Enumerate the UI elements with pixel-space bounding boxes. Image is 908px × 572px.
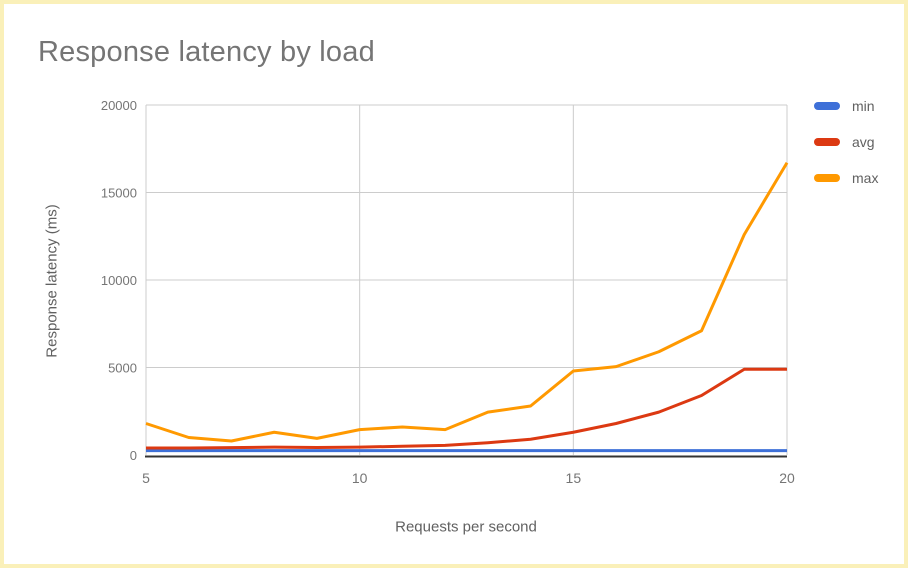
x-axis-title: Requests per second: [395, 519, 537, 536]
series-line-avg: [146, 369, 787, 448]
line-chart-plot: 0 5000 10000 15000 20000 5 10 15 20: [4, 4, 908, 572]
y-tick-label: 15000: [101, 186, 137, 201]
y-tick-label: 20000: [101, 98, 137, 113]
legend-label: max: [852, 170, 878, 186]
legend: min avg max: [814, 94, 878, 202]
y-tick-label: 5000: [108, 361, 137, 376]
y-axis-title: Response latency (ms): [44, 204, 61, 357]
legend-swatch-max: [814, 174, 840, 182]
legend-label: avg: [852, 134, 875, 150]
x-tick-label: 5: [142, 470, 150, 486]
legend-item-max: max: [814, 166, 878, 190]
y-tick-label: 10000: [101, 273, 137, 288]
y-tick-label: 0: [130, 448, 137, 463]
legend-item-min: min: [814, 94, 878, 118]
x-tick-label: 15: [566, 470, 582, 486]
legend-swatch-min: [814, 102, 840, 110]
x-tick-label: 10: [352, 470, 368, 486]
legend-item-avg: avg: [814, 130, 878, 154]
legend-swatch-avg: [814, 138, 840, 146]
legend-label: min: [852, 98, 875, 114]
x-tick-label: 20: [779, 470, 795, 486]
